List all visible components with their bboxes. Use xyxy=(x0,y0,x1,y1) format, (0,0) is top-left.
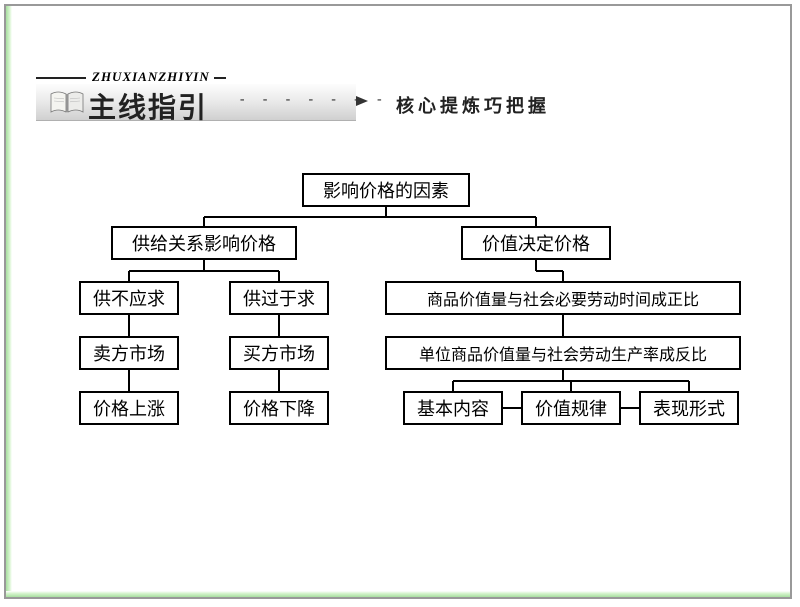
node-label: 影响价格的因素 xyxy=(323,177,449,203)
node-r4a: 基本内容 xyxy=(403,391,503,425)
connector xyxy=(386,216,536,218)
node-label: 买方市场 xyxy=(243,340,315,366)
connector xyxy=(278,271,280,282)
connector xyxy=(128,381,130,392)
connector xyxy=(278,370,280,381)
connector xyxy=(204,216,386,218)
connector xyxy=(562,315,564,326)
node-l4a: 价格上涨 xyxy=(79,391,179,425)
connector xyxy=(128,326,130,337)
connector xyxy=(128,370,130,381)
node-label: 商品价值量与社会必要劳动时间成正比 xyxy=(427,286,699,310)
connector xyxy=(503,407,521,409)
connector xyxy=(128,315,130,326)
node-l1a: 供给关系影响价格 xyxy=(111,226,297,260)
connector xyxy=(562,271,564,282)
node-l3a: 卖方市场 xyxy=(79,336,179,370)
node-label: 价格下降 xyxy=(243,395,315,421)
slide-frame: ZHUXIANZHIYIN 主线指引 - - - - - - - - 核心提炼巧… xyxy=(4,4,792,599)
flowchart: 影响价格的因素供给关系影响价格 价值决定价格供不应求 供过于求 商品价值量与社会必要劳… xyxy=(6,6,790,597)
node-l3b: 买方市场 xyxy=(229,336,329,370)
connector xyxy=(563,380,689,382)
node-label: 单位商品价值量与社会劳动生产率成反比 xyxy=(419,341,707,365)
connector xyxy=(570,381,572,392)
node-l1b: 价值决定价格 xyxy=(461,226,611,260)
node-root: 影响价格的因素 xyxy=(302,173,470,207)
node-l2b: 供过于求 xyxy=(229,281,329,315)
node-l4b: 价格下降 xyxy=(229,391,329,425)
node-label: 供给关系影响价格 xyxy=(132,230,276,256)
node-label: 价格上涨 xyxy=(93,395,165,421)
node-label: 基本内容 xyxy=(417,395,489,421)
node-label: 卖方市场 xyxy=(93,340,165,366)
connector xyxy=(129,270,204,272)
connector xyxy=(204,270,279,272)
connector xyxy=(452,381,454,392)
connector xyxy=(453,380,563,382)
node-label: 供过于求 xyxy=(243,285,315,311)
connector xyxy=(536,270,563,272)
node-r3: 单位商品价值量与社会劳动生产率成反比 xyxy=(385,336,741,370)
connector xyxy=(278,381,280,392)
node-r4b: 价值规律 xyxy=(521,391,621,425)
connector xyxy=(203,217,205,227)
connector xyxy=(621,407,639,409)
node-label: 供不应求 xyxy=(93,285,165,311)
node-label: 表现形式 xyxy=(653,395,725,421)
node-r2: 商品价值量与社会必要劳动时间成正比 xyxy=(385,281,741,315)
connector xyxy=(278,326,280,337)
node-label: 价值决定价格 xyxy=(482,230,590,256)
node-label: 价值规律 xyxy=(535,395,607,421)
connector xyxy=(535,217,537,227)
node-l2a: 供不应求 xyxy=(79,281,179,315)
connector xyxy=(278,315,280,326)
connector xyxy=(562,326,564,337)
connector xyxy=(128,271,130,282)
connector xyxy=(688,381,690,392)
node-r4c: 表现形式 xyxy=(639,391,739,425)
